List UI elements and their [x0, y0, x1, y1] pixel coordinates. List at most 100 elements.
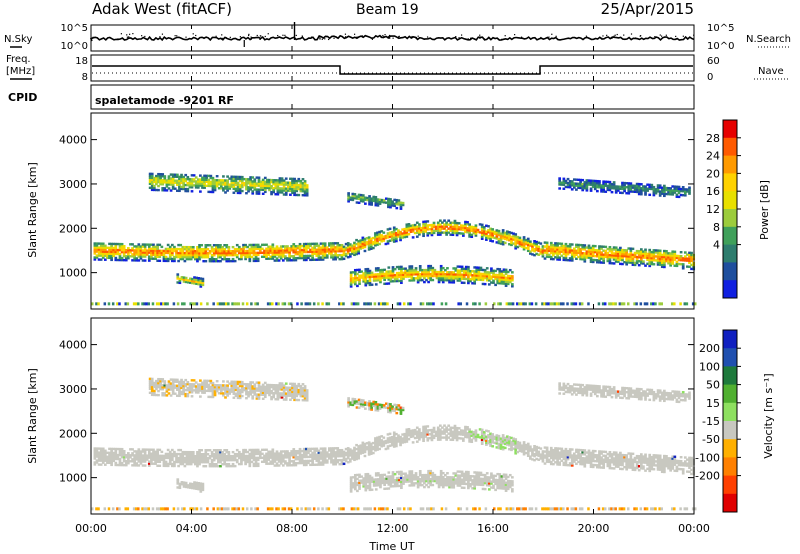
power-cell — [616, 185, 620, 188]
power-cell — [494, 277, 497, 281]
velocity-cell — [596, 460, 599, 463]
power-cell — [271, 253, 275, 256]
power-cell — [383, 272, 386, 276]
power-cell — [403, 229, 407, 233]
power-cell — [673, 191, 677, 194]
velocity-cell — [558, 453, 562, 456]
power-cell — [564, 250, 568, 254]
power-cell — [275, 259, 279, 262]
power-cell — [467, 281, 470, 285]
power-cell — [469, 271, 472, 275]
velocity-cell — [470, 440, 474, 444]
power-cell — [228, 185, 232, 188]
velocity-cell — [177, 464, 180, 468]
power-cell — [141, 259, 145, 262]
power-cell — [243, 181, 246, 185]
power-cell — [398, 302, 402, 306]
velocity-cell — [432, 430, 436, 434]
power-cell — [124, 249, 128, 252]
power-cell — [395, 202, 399, 206]
velocity-cell — [386, 439, 390, 442]
velocity-cell — [409, 429, 413, 433]
velocity-cell — [217, 457, 220, 460]
power-cell — [473, 278, 477, 281]
power-cell — [562, 181, 566, 184]
power-cell — [351, 279, 355, 282]
power-cell — [359, 243, 363, 246]
power-cell — [376, 239, 379, 242]
power-cell — [554, 242, 557, 245]
power-cell — [376, 233, 379, 236]
power-cell — [577, 245, 580, 249]
nsearch-dot — [250, 38, 252, 40]
power-cell — [583, 244, 587, 247]
velocity-cell — [248, 454, 252, 458]
nsearch-dot — [470, 38, 473, 40]
power-cell — [606, 188, 610, 192]
velocity-cell — [413, 436, 417, 440]
power-cell — [154, 255, 157, 258]
power-cell — [347, 198, 350, 201]
power-cell — [508, 233, 511, 236]
power-cell — [619, 252, 622, 256]
power-cell — [381, 276, 384, 280]
power-cell — [558, 179, 562, 182]
power-cell — [97, 242, 101, 245]
power-cell — [391, 276, 395, 279]
power-cell — [116, 250, 120, 254]
power-cell — [249, 188, 252, 191]
power-cell — [332, 254, 335, 257]
power-cell — [585, 179, 589, 182]
power-cell — [159, 173, 162, 176]
nsearch-dot — [129, 33, 131, 35]
velocity-cell — [411, 429, 415, 432]
power-cell — [259, 182, 263, 185]
power-cell — [583, 258, 587, 261]
velocity-cell — [575, 458, 578, 461]
power-cell — [462, 234, 465, 237]
power-cell — [608, 249, 612, 253]
power-cell — [284, 247, 287, 250]
power-cell — [211, 182, 215, 186]
power-cell — [330, 254, 333, 257]
power-cell — [169, 173, 173, 176]
power-cell — [357, 250, 361, 253]
power-cell — [210, 258, 214, 261]
power-cell — [397, 199, 401, 202]
power-cell — [598, 255, 601, 258]
power-cell — [631, 253, 635, 256]
power-cell — [650, 262, 654, 266]
power-cell — [296, 250, 300, 254]
power-cell — [690, 267, 693, 271]
power-cell — [535, 244, 538, 248]
power-cell — [304, 302, 308, 306]
power-cell — [361, 200, 365, 203]
velocity-cell — [424, 429, 428, 432]
power-cell — [686, 253, 689, 256]
power-cell — [427, 270, 430, 274]
power-cell — [500, 282, 504, 285]
power-cell — [334, 242, 337, 245]
power-cell — [633, 302, 636, 306]
power-cell — [487, 277, 491, 280]
power-cell — [533, 247, 536, 251]
power-cell — [534, 302, 538, 306]
freq-tick-bottom: 8 — [82, 72, 88, 83]
power-cell — [152, 180, 156, 184]
velocity-cell — [219, 453, 222, 456]
power-cell — [560, 181, 564, 184]
power-cell — [334, 250, 337, 253]
nsearch-dot — [384, 34, 386, 36]
velocity-cell — [114, 463, 118, 467]
power-cell — [118, 244, 122, 248]
velocity-cell — [323, 451, 327, 454]
power-cell — [502, 282, 506, 285]
power-cell — [265, 251, 268, 254]
power-cell — [205, 176, 209, 180]
velocity-cell — [154, 452, 157, 455]
power-cell — [644, 191, 647, 194]
velocity-cell — [589, 459, 593, 463]
power-cell — [291, 185, 294, 189]
power-cell — [164, 259, 168, 263]
power-cell — [446, 275, 449, 278]
